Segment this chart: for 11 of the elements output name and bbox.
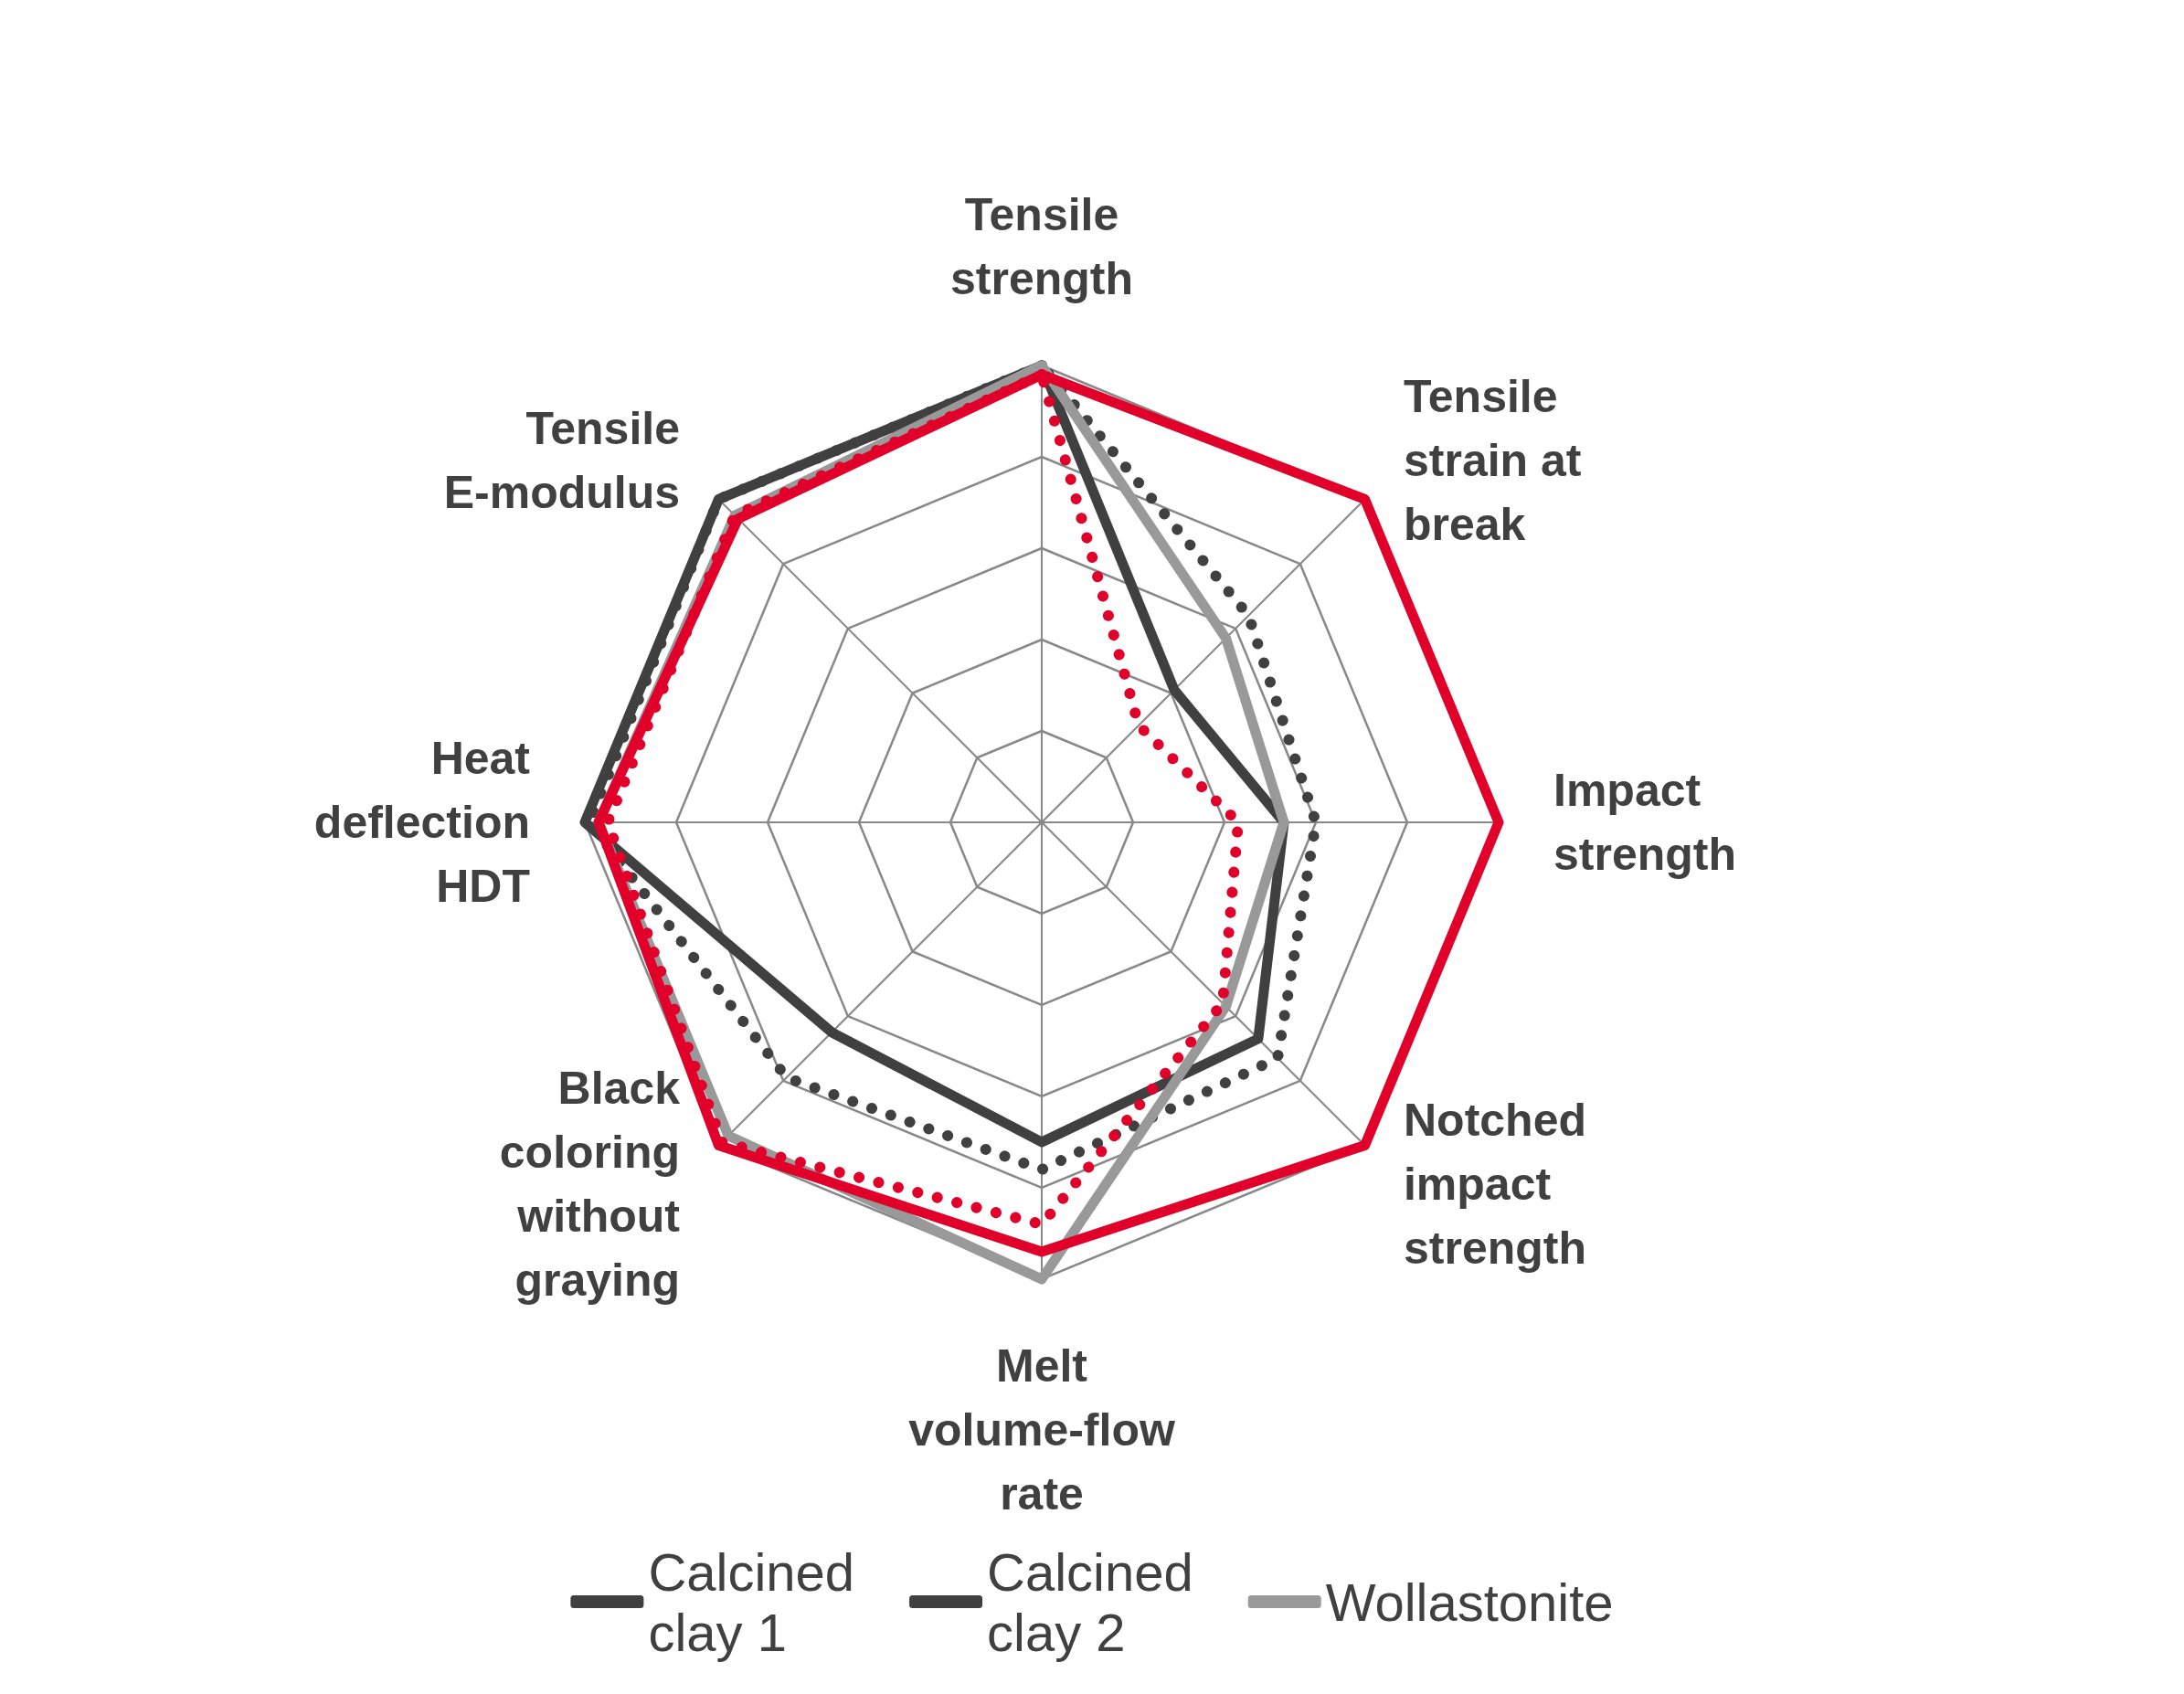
legend-label: Calcined clay 1 (648, 1541, 855, 1662)
spoke-label: Tensile E-modulus (443, 403, 681, 519)
spoke-label: Impact strength (1553, 765, 1736, 880)
legend-label: Calcined clay 2 (987, 1541, 1193, 1662)
spoke-label: Tensile strength (950, 189, 1133, 304)
spoke-label: Notched impact strength (1403, 1094, 1586, 1274)
spoke-label: Tensile strain at break (1403, 371, 1582, 551)
spoke-label: Heat deflection HDT (313, 733, 531, 912)
spoke-label: Melt volume-flow rate (908, 1340, 1175, 1519)
legend-label: Wollastonite (1325, 1572, 1614, 1632)
spoke-label: Black coloring without graying (499, 1062, 681, 1306)
